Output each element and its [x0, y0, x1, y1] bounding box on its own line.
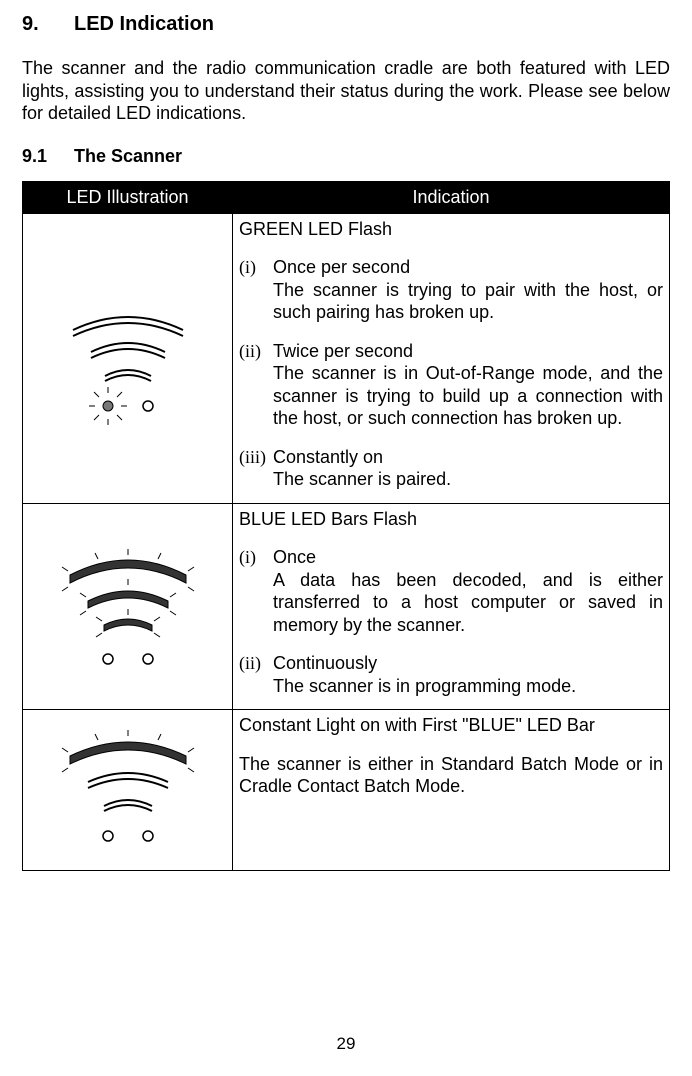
row-title: GREEN LED Flash — [239, 218, 663, 241]
roman-numeral: (iii) — [239, 446, 273, 469]
row-title: Constant Light on with First "BLUE" LED … — [239, 714, 663, 737]
col-header-indication: Indication — [233, 182, 670, 214]
led-table: LED Illustration Indication — [22, 181, 670, 871]
section-number: 9. — [22, 12, 74, 37]
led-green-flash-icon — [53, 288, 203, 428]
item-body: A data has been decoded, and is either t… — [239, 569, 663, 637]
led-blue-bars-flash-icon — [48, 531, 208, 681]
roman-numeral: (i) — [239, 256, 273, 279]
item-body: The scanner is trying to pair with the h… — [239, 279, 663, 324]
item-body: The scanner is paired. — [239, 468, 663, 491]
roman-numeral: (i) — [239, 546, 273, 569]
section-intro: The scanner and the radio communication … — [22, 57, 670, 125]
col-header-illustration: LED Illustration — [23, 182, 233, 214]
row-body: The scanner is either in Standard Batch … — [239, 753, 663, 798]
section-title: LED Indication — [74, 13, 214, 35]
page-number: 29 — [0, 1033, 692, 1054]
subsection-title: The Scanner — [74, 146, 182, 166]
table-row: BLUE LED Bars Flash (i)Once A data has b… — [23, 503, 670, 710]
item-label: Constantly on — [273, 447, 383, 467]
item-label: Twice per second — [273, 341, 413, 361]
item-body: The scanner is in programming mode. — [239, 675, 663, 698]
item-label: Once per second — [273, 257, 410, 277]
led-blue-first-bar-icon — [48, 720, 208, 860]
item-label: Continuously — [273, 653, 377, 673]
item-body: The scanner is in Out-of-Range mode, and… — [239, 362, 663, 430]
roman-numeral: (ii) — [239, 652, 273, 675]
table-row: Constant Light on with First "BLUE" LED … — [23, 710, 670, 871]
subsection-number: 9.1 — [22, 145, 74, 168]
row-title: BLUE LED Bars Flash — [239, 508, 663, 531]
roman-numeral: (ii) — [239, 340, 273, 363]
item-label: Once — [273, 547, 316, 567]
table-row: GREEN LED Flash (i)Once per second The s… — [23, 213, 670, 503]
